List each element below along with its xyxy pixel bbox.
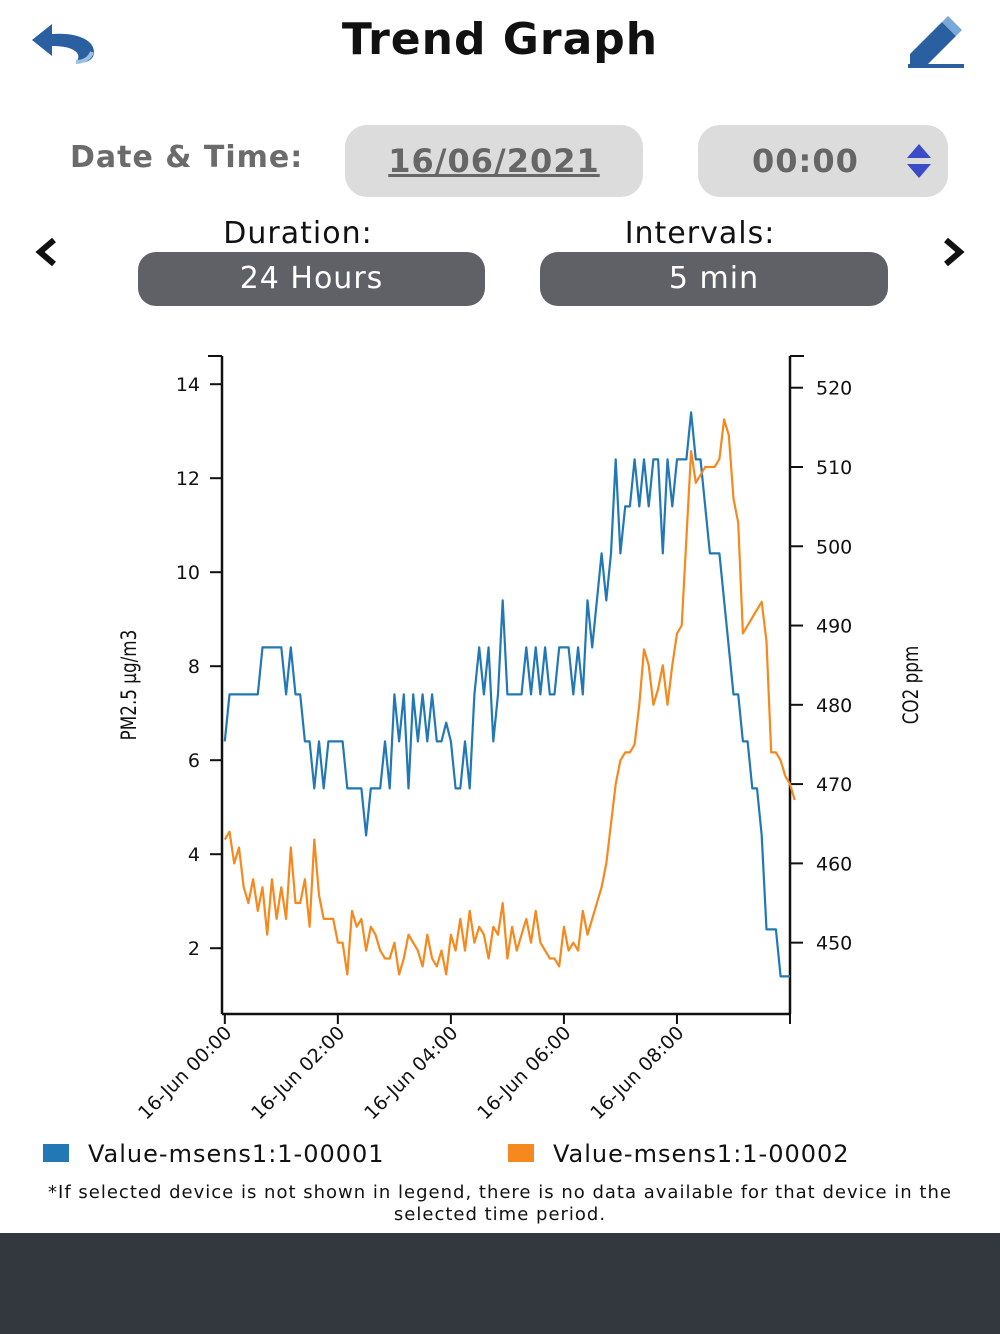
y-tick-label: 10 — [176, 562, 200, 584]
y2-tick-label: 500 — [816, 536, 852, 558]
y-tick-label: 14 — [176, 374, 200, 396]
y-tick-label: 6 — [188, 750, 200, 772]
time-value[interactable]: 00:00 — [752, 142, 859, 180]
date-value[interactable]: 16/06/2021 — [388, 142, 600, 180]
series-line-2 — [223, 418, 796, 976]
legend-swatch — [508, 1144, 534, 1162]
chevron-left-icon — [35, 237, 56, 267]
trend-chart: 2 4 6 8 10 12 14 450 460 470 480 490 500 510 520 16-Jun… — [117, 355, 924, 1124]
y-tick-label: 2 — [188, 938, 200, 960]
chevron-right-icon — [944, 237, 965, 267]
y-tick-label: 12 — [176, 468, 200, 490]
y2-tick-label: 470 — [816, 774, 852, 796]
series-line-1 — [223, 411, 790, 978]
next-button[interactable] — [936, 232, 970, 272]
x-tick-label: 16-Jun 04:00 — [360, 1022, 462, 1124]
legend-item-series-1[interactable]: Value-msens1:1-00001 — [43, 1140, 463, 1170]
legend-item-series-2[interactable]: Value-msens1:1-00002 — [508, 1140, 928, 1170]
up-down-spinner-icon[interactable] — [904, 141, 934, 181]
legend-swatch — [43, 1144, 69, 1162]
y-axis-label: PM2.5 µg/m3 — [117, 630, 141, 741]
legend-label: Value-msens1:1-00001 — [88, 1140, 385, 1168]
no-data-note: *If selected device is not shown in lege… — [48, 1182, 952, 1225]
duration-label: Duration: — [223, 216, 373, 251]
page-title: Trend Graph — [341, 14, 659, 65]
y2-tick-label: 480 — [816, 695, 852, 717]
date-picker[interactable]: 16/06/2021 — [345, 125, 643, 197]
x-tick-label: 16-Jun 00:00 — [134, 1022, 236, 1124]
y2-tick-label: 460 — [816, 853, 852, 875]
y2-tick-label: 520 — [816, 378, 852, 400]
date-time-label: Date & Time: — [70, 140, 304, 175]
edit-button[interactable] — [902, 14, 970, 70]
y2-tick-label: 510 — [816, 457, 852, 479]
time-picker[interactable]: 00:00 — [698, 125, 948, 197]
bottom-bar — [0, 1233, 1000, 1334]
legend-label: Value-msens1:1-00002 — [553, 1140, 850, 1168]
x-tick-label: 16-Jun 08:00 — [586, 1022, 688, 1124]
x-tick-label: 16-Jun 06:00 — [473, 1022, 575, 1124]
x-tick-label: 16-Jun 02:00 — [247, 1022, 349, 1124]
y-tick-label: 4 — [188, 844, 200, 866]
pencil-icon — [908, 16, 964, 68]
duration-selector[interactable]: 24 Hours — [138, 252, 485, 306]
y2-tick-label: 490 — [816, 616, 852, 638]
previous-button[interactable] — [30, 232, 64, 272]
undo-arrow-icon — [32, 24, 94, 64]
back-button[interactable] — [22, 14, 102, 74]
app-header: Trend Graph — [0, 0, 1000, 95]
y2-tick-label: 450 — [816, 933, 852, 955]
intervals-selector[interactable]: 5 min — [540, 252, 888, 306]
intervals-label: Intervals: — [624, 216, 776, 251]
y2-axis-label: CO2 ppm — [899, 646, 923, 725]
y-tick-label: 8 — [188, 656, 200, 678]
